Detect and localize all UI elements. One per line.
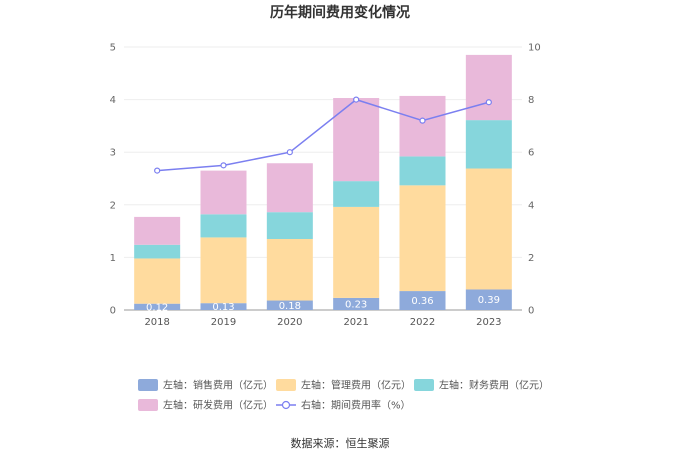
bar-segment — [333, 297, 380, 310]
bar-segment — [465, 120, 512, 169]
rate-point — [353, 96, 360, 103]
bar-segment — [399, 291, 446, 310]
bar-segment — [200, 170, 247, 215]
legend-label: 左轴：财务费用（亿元） — [439, 379, 549, 392]
legend-swatch — [276, 379, 296, 391]
y-right-tick-label: 2 — [528, 253, 534, 264]
bar-segment — [333, 206, 380, 298]
x-tick-label: 2018 — [144, 317, 169, 328]
bar-segment — [134, 258, 181, 304]
legend-swatch — [414, 379, 434, 391]
y-left-tick-label: 4 — [110, 95, 116, 106]
rate-point — [286, 149, 293, 156]
rate-point — [220, 162, 227, 169]
bar-segment — [465, 168, 512, 290]
bar-segment — [399, 185, 446, 292]
x-tick-label: 2023 — [476, 317, 501, 328]
bar-segment — [333, 98, 380, 182]
bar-segment — [200, 237, 247, 304]
y-right-tick-label: 4 — [528, 200, 534, 211]
y-left-tick-label: 2 — [110, 200, 116, 211]
y-right-tick-label: 8 — [528, 95, 534, 106]
y-right-tick-label: 6 — [528, 148, 534, 159]
x-tick-label: 2020 — [277, 317, 302, 328]
data-label: 0.36 — [411, 296, 433, 307]
legend-swatch — [138, 399, 158, 411]
data-label: 0.23 — [345, 299, 367, 310]
bar-segment — [333, 181, 380, 207]
y-axis-right: 0 2 4 6 8 10 — [528, 43, 541, 317]
bar-segment — [266, 212, 313, 239]
x-tick-label: 2022 — [410, 317, 435, 328]
y-right-tick-label: 0 — [528, 306, 534, 317]
legend-swatch — [138, 379, 158, 391]
bar-segment — [134, 303, 181, 310]
chart-title: 历年期间费用变化情况 — [270, 4, 410, 21]
rate-point — [419, 117, 426, 124]
legend-label: 左轴：研发费用（亿元） — [163, 399, 273, 412]
y-right-tick-label: 10 — [528, 43, 541, 54]
rate-line — [154, 96, 492, 174]
legend: 左轴：销售费用（亿元） 左轴：管理费用（亿元） 左轴：财务费用（亿元） 左轴：研发费用… — [138, 379, 549, 412]
x-tick-label: 2021 — [343, 317, 368, 328]
rate-line-path — [157, 98, 490, 172]
x-axis: 2018 2019 2020 2021 2022 2023 — [124, 309, 522, 328]
y-axis-left: 0 1 2 3 4 5 — [110, 43, 116, 317]
legend-label: 右轴：期间费用率（%） — [301, 399, 411, 412]
bars — [134, 54, 512, 310]
legend-label: 左轴：管理费用（亿元） — [301, 379, 411, 392]
data-label: 0.12 — [146, 302, 168, 313]
bar-segment — [399, 95, 446, 157]
data-label: 0.13 — [212, 302, 234, 313]
bar-segment — [134, 216, 181, 245]
bar-segment — [134, 244, 181, 259]
data-labels: 0.12 0.13 0.18 0.23 0.36 0.39 — [146, 295, 500, 313]
legend-label: 左轴：销售费用（亿元） — [163, 379, 273, 392]
y-left-tick-label: 0 — [110, 306, 116, 317]
bar-segment — [465, 54, 512, 121]
grid — [124, 46, 522, 258]
bar-segment — [399, 156, 446, 186]
legend-swatch-marker — [281, 400, 291, 410]
source-note: 数据来源：恒生聚源 — [291, 436, 390, 450]
bar-segment — [266, 163, 313, 213]
bar-segment — [465, 289, 512, 310]
bar-segment — [266, 238, 313, 301]
data-label: 0.18 — [279, 301, 301, 312]
bar-segment — [200, 303, 247, 310]
bar-segment — [266, 300, 313, 310]
rate-point — [154, 167, 161, 174]
rate-point — [485, 99, 492, 106]
x-tick-label: 2019 — [211, 317, 236, 328]
data-label: 0.39 — [478, 295, 500, 306]
y-left-tick-label: 3 — [110, 148, 116, 159]
y-left-tick-label: 5 — [110, 43, 116, 54]
bar-segment — [200, 214, 247, 238]
y-left-tick-label: 1 — [110, 253, 116, 264]
